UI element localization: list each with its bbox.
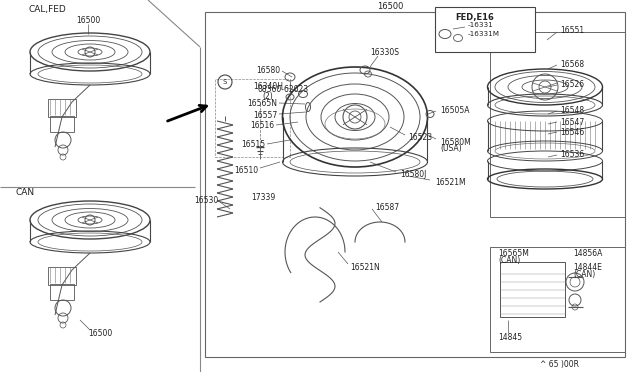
Text: 16516: 16516 [250,121,274,129]
Text: 16500: 16500 [76,16,100,25]
Text: 14845: 14845 [498,333,522,341]
Text: 16551: 16551 [560,26,584,35]
Bar [48,99,76,117]
Text: CAL,FED: CAL,FED [28,4,66,13]
Text: (2): (2) [262,92,273,100]
Bar [50,284,74,300]
Text: FED,E16: FED,E16 [455,13,494,22]
Text: 16565N: 16565N [247,99,277,108]
Text: 16500: 16500 [88,330,112,339]
Text: 08360-62023: 08360-62023 [258,84,309,93]
Text: 16523: 16523 [408,132,432,141]
Bar [490,32,625,217]
Text: 16505A: 16505A [440,106,470,115]
Text: -16331M: -16331M [468,31,500,37]
Bar [215,79,290,157]
Text: 14844E: 14844E [573,263,602,273]
Text: 16565M: 16565M [498,250,529,259]
Text: ^ 65 )00R: ^ 65 )00R [541,359,579,369]
Text: (CAN): (CAN) [573,269,595,279]
Bar [500,262,565,317]
Text: 16340H: 16340H [253,81,283,90]
Bar [50,116,74,132]
Text: 16580J: 16580J [400,170,426,179]
Text: -16331: -16331 [468,22,493,28]
Text: 16547: 16547 [560,118,584,126]
Bar [48,267,76,285]
Text: 16587: 16587 [375,202,399,212]
Text: 17339: 17339 [251,192,275,202]
Text: (USA): (USA) [440,144,461,153]
Bar [490,247,625,352]
Bar [435,7,535,52]
Text: 16557: 16557 [253,110,277,119]
Text: 16568: 16568 [560,60,584,68]
Text: 16330S: 16330S [370,48,399,57]
Text: 16521N: 16521N [350,263,380,272]
Text: 16530: 16530 [194,196,218,205]
Text: 16526: 16526 [560,80,584,89]
Text: 16548: 16548 [560,106,584,115]
Text: 16580M: 16580M [440,138,471,147]
Text: (CAN): (CAN) [498,256,520,264]
Text: 16500: 16500 [377,1,403,10]
Text: 16521M: 16521M [435,177,466,186]
Text: 16510: 16510 [234,166,258,174]
Text: 16536: 16536 [560,150,584,158]
Text: 16580: 16580 [256,65,280,74]
Bar [205,12,625,357]
Text: S: S [223,79,227,85]
Text: 14856A: 14856A [573,250,602,259]
Text: 16546: 16546 [560,128,584,137]
Text: CAN: CAN [15,187,34,196]
Text: 16515: 16515 [241,140,265,148]
